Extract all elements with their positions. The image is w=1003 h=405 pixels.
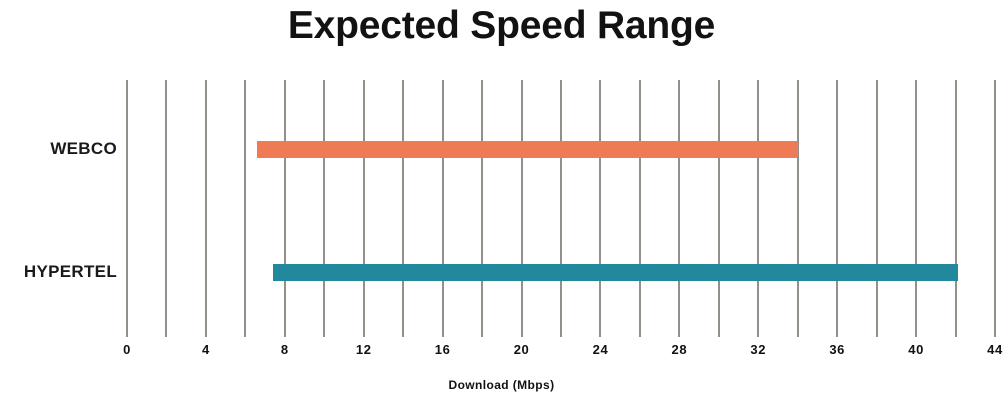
gridline <box>362 80 365 337</box>
gridline <box>796 80 799 337</box>
gridline <box>678 80 681 337</box>
gridline <box>402 80 405 337</box>
gridline <box>283 80 286 337</box>
gridline <box>441 80 444 337</box>
gridline <box>875 80 878 337</box>
gridline <box>954 80 957 337</box>
category-label-webco: WEBCO <box>50 139 117 158</box>
x-axis-tick-labels: 0 4 8 12 16 20 24 28 32 36 40 44 <box>0 342 1003 364</box>
gridline <box>204 80 207 337</box>
category-axis-labels: WEBCO HYPERTEL <box>0 80 117 337</box>
gridline <box>244 80 247 337</box>
gridline <box>757 80 760 337</box>
x-tick-label: 28 <box>671 342 688 357</box>
plot-area <box>126 80 996 337</box>
x-tick-label: 20 <box>513 342 530 357</box>
gridline <box>560 80 562 337</box>
gridline <box>599 80 602 337</box>
gridline <box>165 80 168 337</box>
gridline <box>717 80 720 337</box>
gridline <box>915 80 918 337</box>
gridline <box>126 80 128 337</box>
x-tick-label: 12 <box>355 342 372 357</box>
x-axis-title: Download (Mbps) <box>448 378 555 392</box>
x-tick-label: 0 <box>123 342 131 357</box>
chart-title: Expected Speed Range <box>287 4 716 47</box>
category-label-hypertel: HYPERTEL <box>23 262 117 281</box>
gridline <box>520 80 523 337</box>
gridline <box>481 80 484 337</box>
x-tick-label: 44 <box>987 342 1003 357</box>
x-tick-label: 4 <box>201 342 210 357</box>
x-tick-label: 40 <box>908 342 924 357</box>
x-tick-label: 24 <box>592 342 609 357</box>
gridline <box>638 80 641 337</box>
gridline <box>994 80 996 337</box>
x-tick-label: 32 <box>750 342 767 357</box>
range-bar-webco[interactable] <box>257 141 798 158</box>
x-tick-label: 8 <box>280 342 289 357</box>
gridline <box>323 80 326 337</box>
x-tick-label: 36 <box>829 342 846 357</box>
range-bar-hypertel[interactable] <box>272 264 958 281</box>
x-tick-label: 16 <box>434 342 451 357</box>
gridline <box>836 80 839 337</box>
